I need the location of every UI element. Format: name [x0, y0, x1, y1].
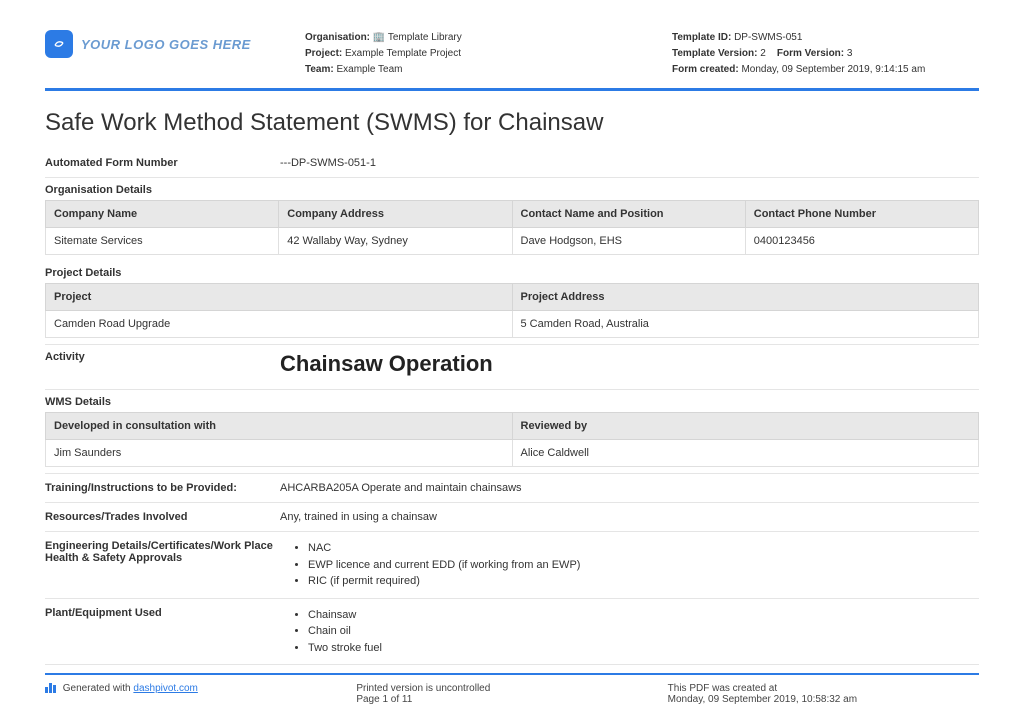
- org-cell-1: 42 Wallaby Way, Sydney: [279, 228, 512, 255]
- footer-center: Printed version is uncontrolled Page 1 o…: [356, 683, 667, 705]
- header-meta-right: Template ID: DP-SWMS-051 Template Versio…: [672, 30, 979, 78]
- header-meta-left: Organisation: 🏢 Template Library Project…: [305, 30, 612, 78]
- org-cell-3: 0400123456: [745, 228, 978, 255]
- form-version-label: Form Version:: [777, 48, 844, 59]
- wms-cell-0: Jim Saunders: [46, 440, 513, 467]
- wms-col-1: Reviewed by: [512, 413, 979, 440]
- form-number-label: Automated Form Number: [45, 157, 280, 169]
- form-created-label: Form created:: [672, 64, 739, 75]
- org-col-2: Contact Name and Position: [512, 201, 745, 228]
- training-value: AHCARBA205A Operate and maintain chainsa…: [280, 482, 979, 494]
- wms-section-label: WMS Details: [45, 389, 979, 412]
- org-col-0: Company Name: [46, 201, 279, 228]
- form-version-value: 3: [847, 48, 853, 59]
- logo-icon: [45, 30, 73, 58]
- proj-col-0: Project: [46, 284, 513, 311]
- activity-label: Activity: [45, 351, 280, 363]
- header-meta: Organisation: 🏢 Template Library Project…: [305, 30, 979, 78]
- training-row: Training/Instructions to be Provided: AH…: [45, 473, 979, 502]
- resources-label: Resources/Trades Involved: [45, 511, 280, 523]
- form-number-value: ---DP-SWMS-051-1: [280, 157, 979, 169]
- proj-cell-1: 5 Camden Road, Australia: [512, 311, 979, 338]
- project-label: Project:: [305, 48, 342, 59]
- wms-col-0: Developed in consultation with: [46, 413, 513, 440]
- engineering-item: NAC: [308, 540, 979, 557]
- plant-row: Plant/Equipment Used Chainsaw Chain oil …: [45, 598, 979, 666]
- template-version-value: 2: [760, 48, 766, 59]
- activity-value: Chainsaw Operation: [280, 351, 493, 377]
- plant-value: Chainsaw Chain oil Two stroke fuel: [280, 607, 979, 657]
- org-cell-0: Sitemate Services: [46, 228, 279, 255]
- engineering-item: RIC (if permit required): [308, 573, 979, 590]
- team-label: Team:: [305, 64, 334, 75]
- template-version-label: Template Version:: [672, 48, 757, 59]
- plant-item: Two stroke fuel: [308, 640, 979, 657]
- org-cell-2: Dave Hodgson, EHS: [512, 228, 745, 255]
- proj-col-1: Project Address: [512, 284, 979, 311]
- project-details-table: Project Project Address Camden Road Upgr…: [45, 283, 979, 338]
- proj-cell-0: Camden Road Upgrade: [46, 311, 513, 338]
- table-row: Camden Road Upgrade 5 Camden Road, Austr…: [46, 311, 979, 338]
- org-col-3: Contact Phone Number: [745, 201, 978, 228]
- created-label: This PDF was created at: [668, 683, 979, 694]
- template-id-label: Template ID:: [672, 32, 731, 43]
- training-label: Training/Instructions to be Provided:: [45, 482, 280, 494]
- uncontrolled-text: Printed version is uncontrolled: [356, 683, 667, 694]
- org-label: Organisation:: [305, 32, 370, 43]
- resources-row: Resources/Trades Involved Any, trained i…: [45, 502, 979, 531]
- logo-block: YOUR LOGO GOES HERE: [45, 30, 275, 58]
- bar-chart-icon: [45, 683, 56, 693]
- form-created-value: Monday, 09 September 2019, 9:14:15 am: [741, 64, 925, 75]
- project-section-label: Project Details: [45, 261, 979, 283]
- plant-item: Chain oil: [308, 623, 979, 640]
- generated-link[interactable]: dashpivot.com: [133, 683, 197, 694]
- page-title: Safe Work Method Statement (SWMS) for Ch…: [45, 109, 979, 137]
- activity-row: Activity Chainsaw Operation: [45, 344, 979, 389]
- plant-label: Plant/Equipment Used: [45, 607, 280, 657]
- engineering-value: NAC EWP licence and current EDD (if work…: [280, 540, 979, 590]
- org-section-label: Organisation Details: [45, 177, 979, 200]
- created-value: Monday, 09 September 2019, 10:58:32 am: [668, 694, 979, 705]
- page-indicator: Page 1 of 11: [356, 694, 667, 705]
- footer-right: This PDF was created at Monday, 09 Septe…: [668, 683, 979, 705]
- engineering-item: EWP licence and current EDD (if working …: [308, 557, 979, 574]
- wms-cell-1: Alice Caldwell: [512, 440, 979, 467]
- form-number-row: Automated Form Number ---DP-SWMS-051-1: [45, 149, 979, 177]
- template-id-value: DP-SWMS-051: [734, 32, 802, 43]
- org-value: 🏢 Template Library: [373, 32, 462, 43]
- footer-left: Generated with dashpivot.com: [45, 683, 356, 705]
- logo-placeholder-text: YOUR LOGO GOES HERE: [81, 37, 251, 52]
- document-header: YOUR LOGO GOES HERE Organisation: 🏢 Temp…: [45, 30, 979, 91]
- team-value: Example Team: [337, 64, 403, 75]
- engineering-row: Engineering Details/Certificates/Work Pl…: [45, 531, 979, 598]
- table-row: Jim Saunders Alice Caldwell: [46, 440, 979, 467]
- document-footer: Generated with dashpivot.com Printed ver…: [45, 673, 979, 705]
- project-value: Example Template Project: [345, 48, 461, 59]
- resources-value: Any, trained in using a chainsaw: [280, 511, 979, 523]
- engineering-label: Engineering Details/Certificates/Work Pl…: [45, 540, 280, 590]
- org-details-table: Company Name Company Address Contact Nam…: [45, 200, 979, 255]
- org-col-1: Company Address: [279, 201, 512, 228]
- generated-prefix: Generated with: [63, 683, 134, 694]
- wms-details-table: Developed in consultation with Reviewed …: [45, 412, 979, 467]
- table-row: Sitemate Services 42 Wallaby Way, Sydney…: [46, 228, 979, 255]
- plant-item: Chainsaw: [308, 607, 979, 624]
